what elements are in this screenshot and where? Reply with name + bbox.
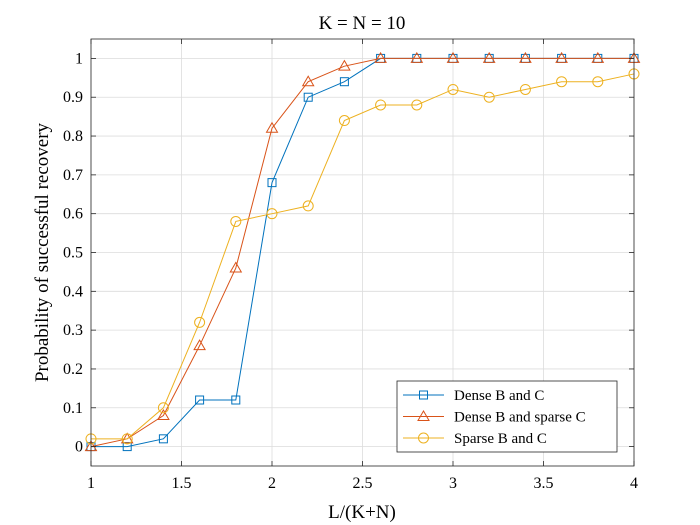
ticks: 1 1.5 2 2.5 3 3.5 4 0 0.1 0.2 0.3 0.4 0.5 0.6 0.7 0.8 0.… xyxy=(63,39,638,492)
y-tick-label: 0.9 xyxy=(63,89,83,106)
data-point xyxy=(483,91,495,103)
data-point xyxy=(375,99,387,111)
data-point xyxy=(410,51,424,63)
x-tick-label: 1.5 xyxy=(172,475,192,492)
data-point xyxy=(339,77,349,87)
grid xyxy=(90,39,635,466)
series-3 xyxy=(85,68,640,445)
y-tick-label: 0.2 xyxy=(63,361,83,378)
data-point xyxy=(591,51,605,63)
data-point xyxy=(121,433,133,445)
data-point xyxy=(265,121,279,133)
data-point xyxy=(411,99,423,111)
x-tick-label: 4 xyxy=(630,475,638,492)
data-point xyxy=(303,92,313,102)
data-point xyxy=(447,83,459,95)
legend-label: Dense B and sparse C xyxy=(454,410,586,426)
data-point xyxy=(592,76,604,88)
data-point xyxy=(120,432,134,444)
data-point xyxy=(519,51,532,63)
data-point xyxy=(338,59,351,71)
legend-item: Dense B and sparse C xyxy=(403,410,586,426)
x-tick-label: 1 xyxy=(87,475,95,492)
data-point xyxy=(338,115,350,127)
chart-title: K = N = 10 xyxy=(319,13,406,34)
y-tick-label: 0 xyxy=(75,439,83,456)
x-tick-label: 2 xyxy=(268,475,276,492)
data-point xyxy=(157,402,169,414)
legend-marker xyxy=(418,432,429,444)
y-tick-label: 0.7 xyxy=(63,167,83,184)
data-point xyxy=(230,215,242,227)
series-line xyxy=(91,73,635,440)
y-tick-label: 0.6 xyxy=(63,206,83,223)
data-point xyxy=(231,395,241,405)
data-point xyxy=(193,339,206,351)
data-point xyxy=(158,434,168,444)
data-point xyxy=(229,261,243,273)
legend-item: Dense B and C xyxy=(403,388,544,404)
data-point xyxy=(194,316,206,328)
x-tick-label: 3 xyxy=(449,475,457,492)
y-tick-label: 0.8 xyxy=(63,128,83,145)
y-axis-label: Probability of successful recovery xyxy=(32,122,53,382)
data-point xyxy=(446,51,460,63)
legend-marker xyxy=(417,410,430,421)
data-point xyxy=(267,178,277,188)
y-tick-label: 0.3 xyxy=(63,322,83,339)
legend-label: Sparse B and C xyxy=(454,431,547,447)
data-point xyxy=(556,76,568,88)
series-line xyxy=(90,57,634,448)
data-point xyxy=(555,51,568,63)
y-tick-label: 1 xyxy=(75,50,83,67)
data-point xyxy=(266,208,278,220)
data-point xyxy=(519,83,531,95)
y-tick-label: 0.1 xyxy=(63,400,83,417)
data-point xyxy=(302,200,314,212)
x-tick-label: 2.5 xyxy=(353,475,373,492)
data-point xyxy=(482,51,496,63)
x-tick-label: 3.5 xyxy=(534,475,554,492)
legend: Dense B and C Dense B and sparse C Sparse … xyxy=(396,380,618,453)
data-point xyxy=(301,75,315,87)
legend-label: Dense B and C xyxy=(454,388,544,404)
y-tick-label: 0.5 xyxy=(63,245,83,262)
data-point xyxy=(195,395,205,405)
data-point xyxy=(374,51,387,63)
data-point xyxy=(157,409,170,421)
x-axis-label: L/(K+N) xyxy=(328,502,396,523)
y-tick-label: 0.4 xyxy=(63,283,83,300)
legend-marker xyxy=(419,390,428,400)
legend-item: Sparse B and C xyxy=(403,431,547,447)
